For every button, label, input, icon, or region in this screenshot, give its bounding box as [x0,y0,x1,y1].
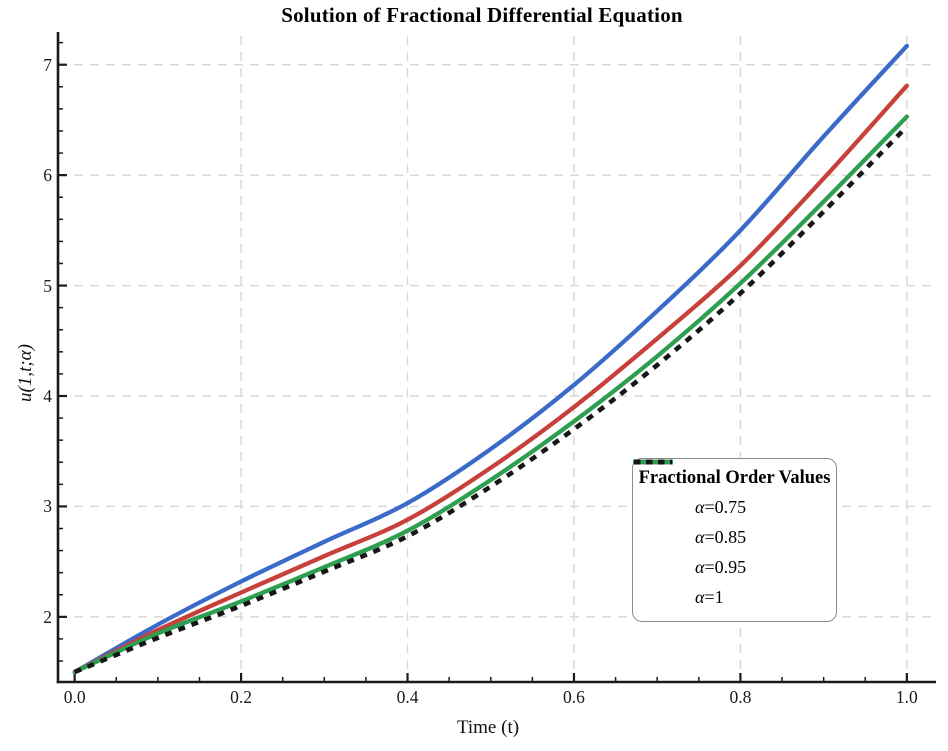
x-tick-label: 1.0 [895,687,918,707]
x-tick-label: 0.4 [396,687,419,707]
y-tick-label: 5 [43,275,52,296]
legend-entries: α=0.75 α=0.85 α=0.95 α=1 [633,459,836,612]
chart-title: Solution of Fractional Differential Equa… [281,3,683,27]
x-axis-label: Time (t) [456,717,520,738]
y-tick-label: 3 [43,496,52,517]
series-line-0.85 [72,83,910,675]
y-tick-label: 2 [43,606,52,627]
x-tick-label: 0.6 [563,687,585,707]
series-line-1 [73,124,909,675]
legend: Fractional Order Values α=0.75 α=0.85 α=0.… [632,458,837,622]
y-tick-label: 4 [43,385,52,406]
y-axis-label: u(1,t;α) [15,344,36,402]
series-line-0.95 [72,114,910,675]
x-tick-label: 0.8 [729,687,752,707]
legend-entry: α=0.95 [633,459,836,582]
legend-title: Fractional Order Values [638,468,831,488]
legend-line-sample [634,459,672,465]
legend-entry-label: α=0.85 [695,526,747,547]
legend-entry-label: α=1 [695,586,724,607]
legend-entry-label: α=0.95 [695,556,747,577]
legend-entry: α=0.85 [633,459,836,552]
legend-entry: α=1 [633,459,836,612]
x-tick-label: 0.2 [230,687,253,707]
y-tick-label: 7 [43,54,52,75]
x-tick-label: 0.0 [63,687,86,707]
legend-entry-label: α=0.75 [695,496,747,517]
series-line-0.75 [72,43,910,675]
legend-entry: α=0.75 [633,459,836,522]
y-tick-label: 6 [43,165,52,186]
